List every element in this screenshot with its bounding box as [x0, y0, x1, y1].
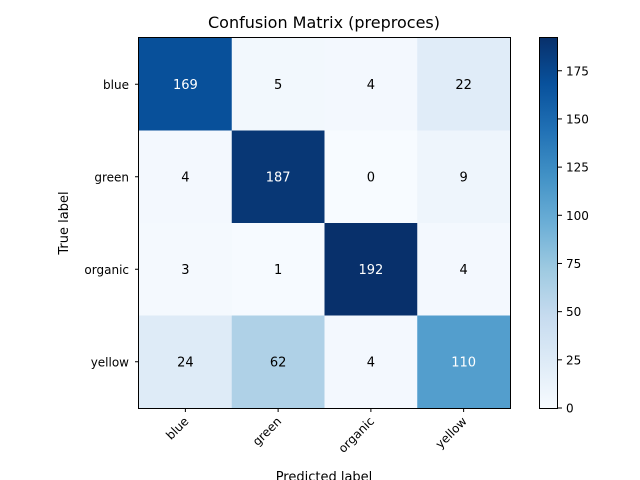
heatmap-cell: [417, 38, 511, 131]
heatmap-cell: [231, 315, 325, 409]
cell-value-label: 24: [177, 355, 194, 370]
heatmap-cell: [324, 223, 418, 316]
cell-value-label: 110: [451, 355, 476, 370]
cell-value-label: 1: [274, 263, 282, 278]
colorbar-tick-label: 75: [566, 257, 581, 271]
cell-value-label: 0: [367, 170, 375, 185]
cell-value-label: 62: [270, 355, 287, 370]
y-tick-label: organic: [84, 263, 129, 277]
heatmap-cell: [417, 223, 511, 316]
cell-value-label: 169: [173, 78, 198, 93]
x-axis-ticks: blue green organic yellow: [163, 408, 470, 456]
heatmap-cell: [324, 130, 418, 224]
plot-frame: [138, 37, 511, 409]
y-tick-label: blue: [103, 78, 129, 92]
heatmap-cell: [231, 223, 325, 316]
y-axis-ticks: blue green organic yellow: [84, 78, 139, 369]
y-axis-label: True label: [57, 191, 72, 255]
colorbar-tick-label: 25: [566, 353, 581, 367]
cell-value-label: 22: [455, 78, 472, 93]
heatmap-cell: [139, 130, 233, 224]
cell-value-label: 4: [181, 170, 189, 185]
colorbar-tick-label: 150: [566, 112, 589, 126]
y-tick-label: yellow: [91, 355, 129, 369]
cell-value-label: 9: [459, 170, 467, 185]
colorbar-tick-label: 125: [566, 161, 589, 175]
colorbar: [539, 37, 558, 409]
heatmap-cell: [231, 38, 325, 131]
cell-value-label: 4: [367, 78, 375, 93]
cell-value-label: 4: [459, 263, 467, 278]
colorbar-tick-label: 175: [566, 64, 589, 78]
heatmap-cells: 169 5 4 22 4 187 0 9 3 1 192 4 24 62 4 110: [139, 38, 511, 409]
cell-value-label: 192: [358, 263, 383, 278]
x-axis-label: Predicted label: [276, 470, 373, 480]
cell-value-label: 4: [367, 355, 375, 370]
x-tick-label: organic: [336, 414, 377, 455]
heatmap-cell: [231, 130, 325, 224]
heatmap-cell: [324, 38, 418, 131]
x-tick-label: blue: [163, 414, 191, 442]
heatmap-cell: [139, 38, 233, 131]
colorbar-tick-label: 0: [566, 402, 574, 416]
x-tick-label: yellow: [433, 414, 470, 451]
colorbar-tick-label: 50: [566, 305, 581, 319]
heatmap-cell: [417, 315, 511, 409]
x-tick-label: green: [250, 414, 284, 448]
chart-title: Confusion Matrix (preproces): [208, 13, 440, 32]
cell-value-label: 5: [274, 78, 282, 93]
heatmap-cell: [324, 315, 418, 409]
heatmap-cell: [139, 223, 233, 316]
cell-value-label: 3: [181, 263, 189, 278]
colorbar-tick-label: 100: [566, 209, 589, 223]
y-tick-label: green: [94, 170, 129, 184]
heatmap-cell: [139, 315, 233, 409]
colorbar-ticks: 0 25 50 75 100 125 150 175: [558, 64, 589, 416]
heatmap-cell: [417, 130, 511, 224]
cell-value-label: 187: [266, 170, 291, 185]
